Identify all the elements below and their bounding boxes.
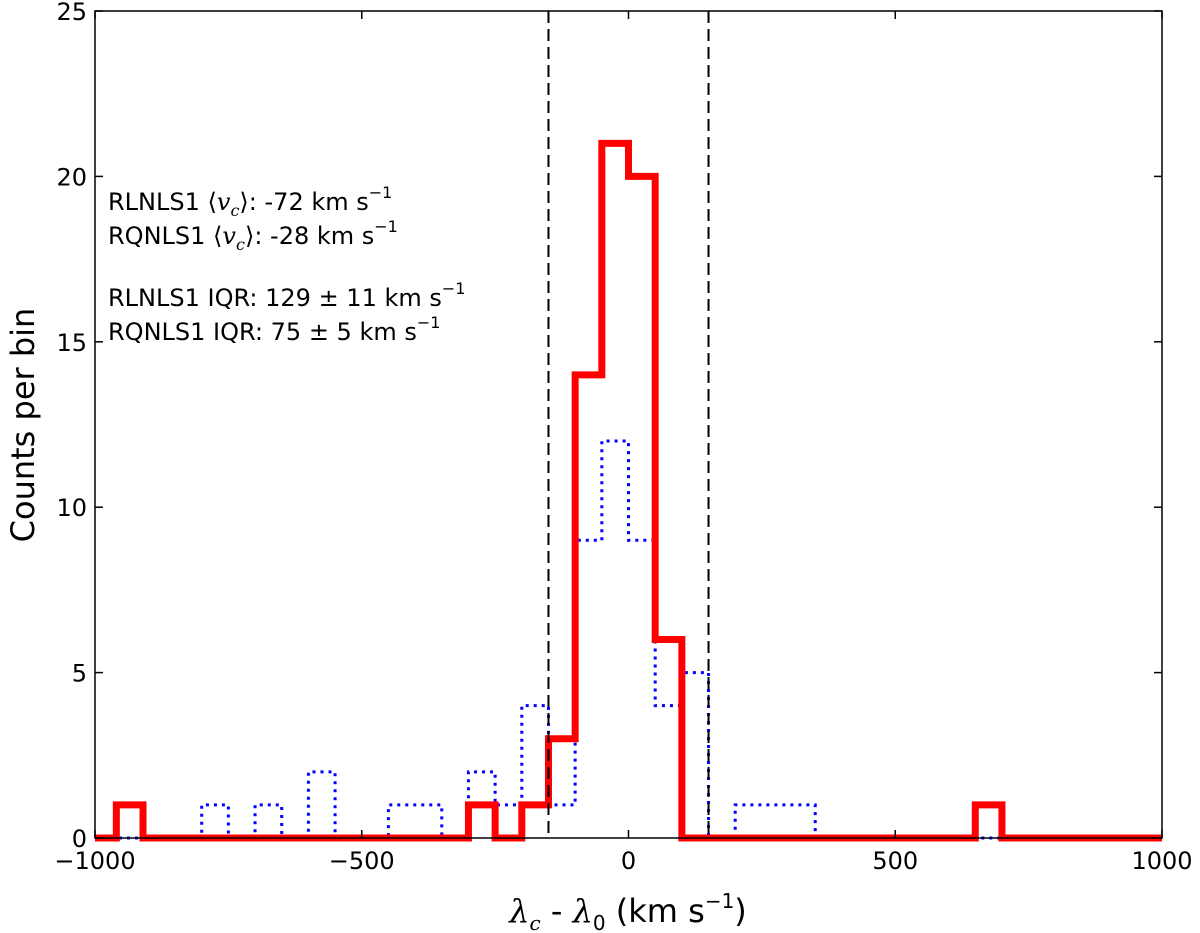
- annotation-rlnls1-iqr: RLNLS1 IQR: 129 ± 11 km s−1: [108, 279, 465, 312]
- y-tick-label: 25: [56, 0, 87, 26]
- threshold-lines: [547, 11, 710, 838]
- x-axis-label: λc - λ0 (km s−1): [507, 889, 747, 933]
- plot-frame: [94, 10, 1163, 839]
- x-tick-label: −1000: [54, 847, 135, 875]
- annotation-rqnls1-iqr: RQNLS1 IQR: 75 ± 5 km s−1: [108, 313, 440, 346]
- annotation-rlnls1-mean: RLNLS1 ⟨vc⟩: -72 km s−1: [108, 183, 392, 220]
- x-tick-label: −500: [329, 847, 395, 875]
- axis-ticks: −1000 −500 0 500 1000 0 5 10 15 20 25: [54, 0, 1192, 875]
- x-tick-label: 0: [621, 847, 636, 875]
- annotation-rqnls1-mean: RQNLS1 ⟨vc⟩: -28 km s−1: [108, 217, 398, 254]
- y-tick-label: 5: [72, 660, 87, 688]
- y-tick-label: 10: [56, 494, 87, 522]
- annotation-block: RLNLS1 ⟨vc⟩: -72 km s−1 RQNLS1 ⟨vc⟩: -28…: [108, 183, 465, 346]
- y-axis-label: Counts per bin: [4, 308, 42, 543]
- y-tick-label: 0: [72, 825, 87, 853]
- x-tick-label: 1000: [1131, 847, 1192, 875]
- y-tick-label: 20: [56, 163, 87, 191]
- x-tick-label: 500: [872, 847, 918, 875]
- y-tick-label: 15: [56, 329, 87, 357]
- series-rqnls1-histogram: [95, 439, 1162, 840]
